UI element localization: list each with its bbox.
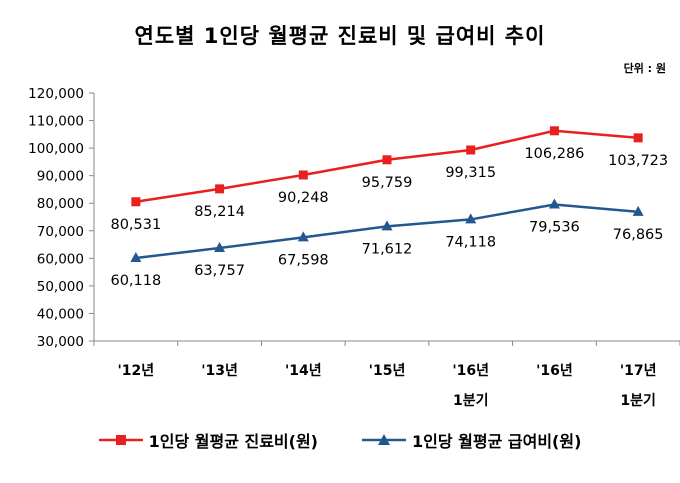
data-point-marker — [382, 155, 392, 165]
data-point-marker — [466, 145, 476, 155]
data-label: 80,531 — [110, 217, 161, 233]
data-point-marker — [214, 241, 226, 252]
y-tick-label: 70,000 — [37, 224, 84, 240]
y-tick-label: 110,000 — [28, 114, 84, 130]
data-label: 71,612 — [362, 241, 413, 257]
data-point-marker — [215, 184, 225, 194]
legend-item-expense: 1인당 월평균 진료비(원) — [98, 428, 318, 452]
data-point-marker — [633, 133, 643, 143]
y-tick-label: 120,000 — [28, 86, 84, 102]
data-label: 67,598 — [278, 252, 329, 268]
data-label: 76,865 — [613, 227, 664, 243]
y-tick-label: 50,000 — [37, 279, 84, 295]
x-tick-label: 1분기 — [453, 393, 489, 409]
x-tick-label: '17년 — [620, 363, 657, 379]
legend-item-benefit: 1인당 월평균 급여비(원) — [362, 428, 581, 452]
data-point-marker — [632, 205, 644, 216]
legend-swatch-triangle-icon — [362, 434, 406, 445]
data-label: 79,536 — [529, 220, 580, 236]
y-tick-label: 40,000 — [37, 306, 84, 322]
data-point-marker — [298, 170, 308, 180]
data-point-marker — [130, 252, 142, 263]
x-tick-label: '14년 — [285, 363, 322, 379]
legend-swatch-square-icon — [98, 435, 143, 445]
chart-title: 연도별 1인당 월평균 진료비 및 급여비 추이 — [134, 24, 546, 48]
data-label: 60,118 — [110, 273, 161, 289]
data-label: 90,248 — [278, 190, 329, 206]
data-label: 74,118 — [445, 234, 496, 250]
legend-label-benefit: 1인당 월평균 급여비(원) — [412, 432, 582, 451]
data-label: 63,757 — [194, 263, 245, 279]
y-tick-label: 80,000 — [37, 196, 84, 212]
x-tick-label: '13년 — [201, 363, 238, 379]
data-label: 99,315 — [445, 165, 496, 181]
data-label: 103,723 — [608, 153, 668, 169]
y-tick-label: 90,000 — [37, 169, 84, 185]
x-tick-label: '16년 — [452, 363, 489, 379]
x-tick-label: '12년 — [118, 363, 155, 379]
data-label: 95,759 — [362, 175, 413, 191]
y-tick-label: 60,000 — [37, 251, 84, 267]
data-point-marker — [297, 231, 309, 242]
data-point-marker — [465, 213, 477, 224]
x-tick-label: '15년 — [369, 363, 406, 379]
data-label: 106,286 — [524, 146, 584, 162]
legend: 1인당 월평균 진료비(원) 1인당 월평균 급여비(원) — [0, 428, 680, 452]
y-tick-label: 100,000 — [28, 141, 84, 157]
data-point-marker — [548, 198, 560, 209]
y-tick-label: 30,000 — [37, 334, 84, 350]
legend-label-expense: 1인당 월평균 진료비(원) — [148, 432, 318, 451]
data-point-marker — [131, 197, 141, 207]
data-point-marker — [549, 126, 559, 136]
unit-label: 단위 : 원 — [623, 62, 666, 75]
data-point-marker — [381, 220, 393, 231]
series-line-0 — [135, 129, 639, 203]
x-tick-label: '16년 — [536, 363, 573, 379]
x-tick-label: 1분기 — [620, 393, 656, 409]
data-label: 85,214 — [194, 204, 245, 220]
